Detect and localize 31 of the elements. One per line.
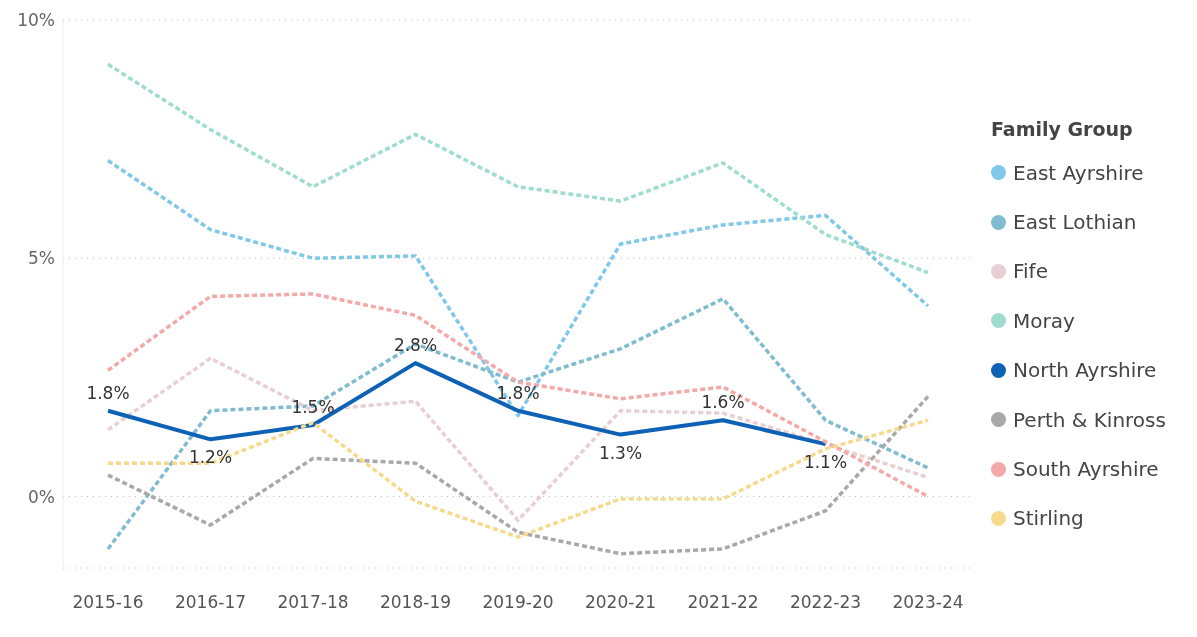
x-tick-label: 2023-24 [892, 592, 964, 613]
line-series [106, 418, 930, 539]
data-label: 1.3% [598, 442, 643, 463]
legend-label: East Ayrshire [1013, 160, 1144, 185]
legend-label: Fife [1013, 259, 1048, 284]
x-tick-label: 2019-20 [482, 592, 554, 613]
data-label: 2.8% [393, 335, 438, 356]
legend-title: Family Group [991, 118, 1134, 140]
x-tick-label: 2021-22 [687, 592, 759, 613]
legend-label: Perth & Kinross [1013, 407, 1166, 432]
x-tick-label: 2020-21 [584, 592, 657, 613]
legend-label: Moray [1013, 308, 1075, 333]
data-label: 1.5% [291, 397, 335, 418]
y-tick-label: 10% [17, 10, 55, 31]
legend-label: Stirling [1013, 506, 1084, 531]
x-tick-label: 2022-23 [789, 592, 862, 613]
data-label: 1.1% [803, 452, 848, 473]
data-label: 1.8% [86, 382, 130, 403]
legend-label: South Ayrshire [1013, 457, 1159, 482]
x-tick-label: 2015-16 [72, 592, 144, 613]
x-tick-label: 2017-18 [277, 592, 349, 613]
legend-label: East Lothian [1013, 210, 1137, 235]
x-tick-label: 2016-17 [174, 592, 247, 613]
x-tick-label: 2018-19 [379, 592, 452, 613]
line-series [106, 62, 930, 275]
data-label: 1.8% [496, 382, 540, 403]
data-label: 1.6% [701, 392, 745, 413]
data-label: 1.2% [188, 447, 233, 468]
legend-label: North Ayrshire [1013, 358, 1157, 383]
y-tick-label: 0% [28, 486, 55, 507]
y-tick-label: 5% [28, 248, 55, 269]
